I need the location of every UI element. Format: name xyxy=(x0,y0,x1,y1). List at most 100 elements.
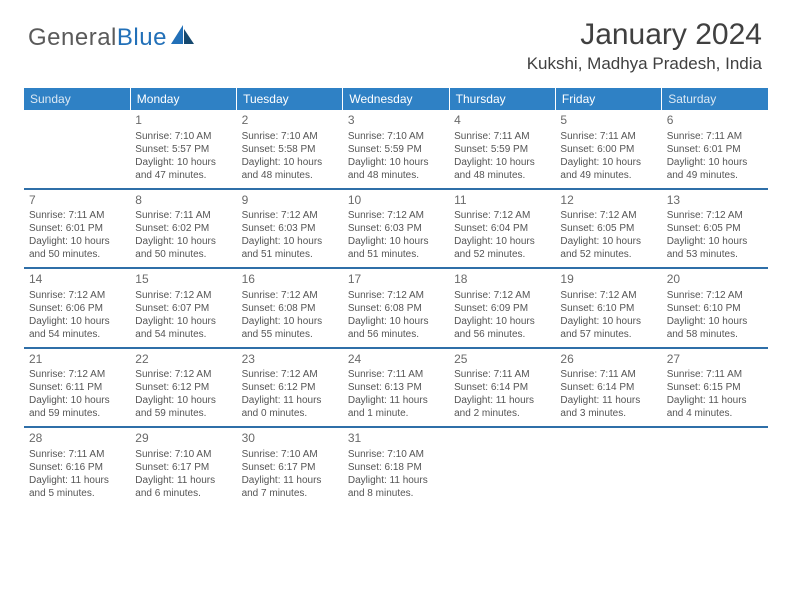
daylight-line: Daylight: 10 hours and 57 minutes. xyxy=(560,315,656,341)
sunset-line: Sunset: 6:07 PM xyxy=(135,302,231,315)
daylight-line: Daylight: 10 hours and 54 minutes. xyxy=(29,315,125,341)
day-cell: 16Sunrise: 7:12 AMSunset: 6:08 PMDayligh… xyxy=(237,269,343,348)
week-row: 14Sunrise: 7:12 AMSunset: 6:06 PMDayligh… xyxy=(24,269,768,348)
day-cell xyxy=(449,428,555,506)
day-number: 10 xyxy=(348,193,444,209)
daylight-line: Daylight: 10 hours and 55 minutes. xyxy=(242,315,338,341)
daylight-line: Daylight: 11 hours and 8 minutes. xyxy=(348,474,444,500)
day-cell: 1Sunrise: 7:10 AMSunset: 5:57 PMDaylight… xyxy=(130,110,236,189)
day-number: 23 xyxy=(242,352,338,368)
day-cell: 27Sunrise: 7:11 AMSunset: 6:15 PMDayligh… xyxy=(662,349,768,428)
daylight-line: Daylight: 10 hours and 56 minutes. xyxy=(348,315,444,341)
daylight-line: Daylight: 10 hours and 59 minutes. xyxy=(135,394,231,420)
day-number: 21 xyxy=(29,352,125,368)
sunrise-line: Sunrise: 7:11 AM xyxy=(667,130,763,143)
day-number: 20 xyxy=(667,272,763,288)
day-cell: 18Sunrise: 7:12 AMSunset: 6:09 PMDayligh… xyxy=(449,269,555,348)
sunset-line: Sunset: 6:01 PM xyxy=(667,143,763,156)
sunset-line: Sunset: 6:00 PM xyxy=(560,143,656,156)
daylight-line: Daylight: 10 hours and 48 minutes. xyxy=(348,156,444,182)
logo-word1: General xyxy=(28,24,117,51)
sunset-line: Sunset: 6:16 PM xyxy=(29,461,125,474)
calendar-body: 1Sunrise: 7:10 AMSunset: 5:57 PMDaylight… xyxy=(24,110,768,506)
daylight-line: Daylight: 10 hours and 49 minutes. xyxy=(560,156,656,182)
day-cell: 30Sunrise: 7:10 AMSunset: 6:17 PMDayligh… xyxy=(237,428,343,506)
day-cell: 26Sunrise: 7:11 AMSunset: 6:14 PMDayligh… xyxy=(555,349,661,428)
day-cell: 9Sunrise: 7:12 AMSunset: 6:03 PMDaylight… xyxy=(237,190,343,269)
day-number: 12 xyxy=(560,193,656,209)
sunset-line: Sunset: 6:10 PM xyxy=(560,302,656,315)
day-cell: 29Sunrise: 7:10 AMSunset: 6:17 PMDayligh… xyxy=(130,428,236,506)
sunrise-line: Sunrise: 7:11 AM xyxy=(29,209,125,222)
sunrise-line: Sunrise: 7:12 AM xyxy=(242,209,338,222)
sunrise-line: Sunrise: 7:12 AM xyxy=(135,368,231,381)
sunrise-line: Sunrise: 7:10 AM xyxy=(242,448,338,461)
sunrise-line: Sunrise: 7:12 AM xyxy=(454,289,550,302)
day-cell xyxy=(24,110,130,189)
sunset-line: Sunset: 6:12 PM xyxy=(242,381,338,394)
title-block: January 2024 Kukshi, Madhya Pradesh, Ind… xyxy=(527,18,762,74)
daylight-line: Daylight: 10 hours and 52 minutes. xyxy=(560,235,656,261)
day-cell: 31Sunrise: 7:10 AMSunset: 6:18 PMDayligh… xyxy=(343,428,449,506)
sunset-line: Sunset: 6:01 PM xyxy=(29,222,125,235)
sunset-line: Sunset: 6:05 PM xyxy=(667,222,763,235)
sunrise-line: Sunrise: 7:11 AM xyxy=(560,368,656,381)
day-number: 24 xyxy=(348,352,444,368)
sunrise-line: Sunrise: 7:12 AM xyxy=(667,289,763,302)
day-cell: 12Sunrise: 7:12 AMSunset: 6:05 PMDayligh… xyxy=(555,190,661,269)
day-number: 27 xyxy=(667,352,763,368)
location: Kukshi, Madhya Pradesh, India xyxy=(527,54,762,74)
daylight-line: Daylight: 10 hours and 54 minutes. xyxy=(135,315,231,341)
sunrise-line: Sunrise: 7:11 AM xyxy=(667,368,763,381)
sunset-line: Sunset: 6:02 PM xyxy=(135,222,231,235)
daylight-line: Daylight: 10 hours and 48 minutes. xyxy=(454,156,550,182)
day-number: 28 xyxy=(29,431,125,447)
sunrise-line: Sunrise: 7:12 AM xyxy=(348,289,444,302)
logo-sail-icon xyxy=(170,24,196,46)
day-number: 6 xyxy=(667,113,763,129)
daylight-line: Daylight: 11 hours and 3 minutes. xyxy=(560,394,656,420)
sunset-line: Sunset: 5:59 PM xyxy=(454,143,550,156)
daylight-line: Daylight: 10 hours and 47 minutes. xyxy=(135,156,231,182)
sunrise-line: Sunrise: 7:12 AM xyxy=(560,289,656,302)
calendar-table: Sunday Monday Tuesday Wednesday Thursday… xyxy=(24,88,768,506)
sunset-line: Sunset: 6:14 PM xyxy=(560,381,656,394)
dow-row: Sunday Monday Tuesday Wednesday Thursday… xyxy=(24,88,768,110)
day-number: 29 xyxy=(135,431,231,447)
day-cell: 17Sunrise: 7:12 AMSunset: 6:08 PMDayligh… xyxy=(343,269,449,348)
day-number: 30 xyxy=(242,431,338,447)
day-cell: 6Sunrise: 7:11 AMSunset: 6:01 PMDaylight… xyxy=(662,110,768,189)
day-cell: 2Sunrise: 7:10 AMSunset: 5:58 PMDaylight… xyxy=(237,110,343,189)
daylight-line: Daylight: 10 hours and 49 minutes. xyxy=(667,156,763,182)
day-cell: 13Sunrise: 7:12 AMSunset: 6:05 PMDayligh… xyxy=(662,190,768,269)
day-cell: 3Sunrise: 7:10 AMSunset: 5:59 PMDaylight… xyxy=(343,110,449,189)
daylight-line: Daylight: 10 hours and 56 minutes. xyxy=(454,315,550,341)
day-cell: 8Sunrise: 7:11 AMSunset: 6:02 PMDaylight… xyxy=(130,190,236,269)
day-cell xyxy=(662,428,768,506)
sunrise-line: Sunrise: 7:10 AM xyxy=(348,448,444,461)
dow-friday: Friday xyxy=(555,88,661,110)
week-row: 1Sunrise: 7:10 AMSunset: 5:57 PMDaylight… xyxy=(24,110,768,189)
day-cell: 15Sunrise: 7:12 AMSunset: 6:07 PMDayligh… xyxy=(130,269,236,348)
day-cell: 19Sunrise: 7:12 AMSunset: 6:10 PMDayligh… xyxy=(555,269,661,348)
day-cell: 7Sunrise: 7:11 AMSunset: 6:01 PMDaylight… xyxy=(24,190,130,269)
daylight-line: Daylight: 10 hours and 51 minutes. xyxy=(348,235,444,261)
day-number: 22 xyxy=(135,352,231,368)
daylight-line: Daylight: 11 hours and 1 minute. xyxy=(348,394,444,420)
dow-sunday: Sunday xyxy=(24,88,130,110)
day-number: 15 xyxy=(135,272,231,288)
sunset-line: Sunset: 6:17 PM xyxy=(135,461,231,474)
sunset-line: Sunset: 6:10 PM xyxy=(667,302,763,315)
day-number: 18 xyxy=(454,272,550,288)
sunrise-line: Sunrise: 7:12 AM xyxy=(242,289,338,302)
week-row: 28Sunrise: 7:11 AMSunset: 6:16 PMDayligh… xyxy=(24,428,768,506)
dow-wednesday: Wednesday xyxy=(343,88,449,110)
daylight-line: Daylight: 10 hours and 52 minutes. xyxy=(454,235,550,261)
day-number: 25 xyxy=(454,352,550,368)
day-number: 7 xyxy=(29,193,125,209)
day-number: 26 xyxy=(560,352,656,368)
day-number: 17 xyxy=(348,272,444,288)
sunset-line: Sunset: 6:08 PM xyxy=(348,302,444,315)
day-cell: 20Sunrise: 7:12 AMSunset: 6:10 PMDayligh… xyxy=(662,269,768,348)
day-number: 16 xyxy=(242,272,338,288)
